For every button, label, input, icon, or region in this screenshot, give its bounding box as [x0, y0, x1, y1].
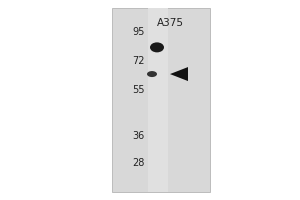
Text: 72: 72 [133, 56, 145, 66]
Text: 36: 36 [133, 131, 145, 141]
Text: 55: 55 [133, 85, 145, 95]
Ellipse shape [147, 71, 157, 77]
Text: A375: A375 [157, 18, 184, 28]
Text: 28: 28 [133, 158, 145, 168]
Polygon shape [170, 67, 188, 81]
Text: 95: 95 [133, 27, 145, 37]
Bar [112, 8, 210, 192]
Bar [148, 8, 168, 192]
Ellipse shape [150, 42, 164, 52]
